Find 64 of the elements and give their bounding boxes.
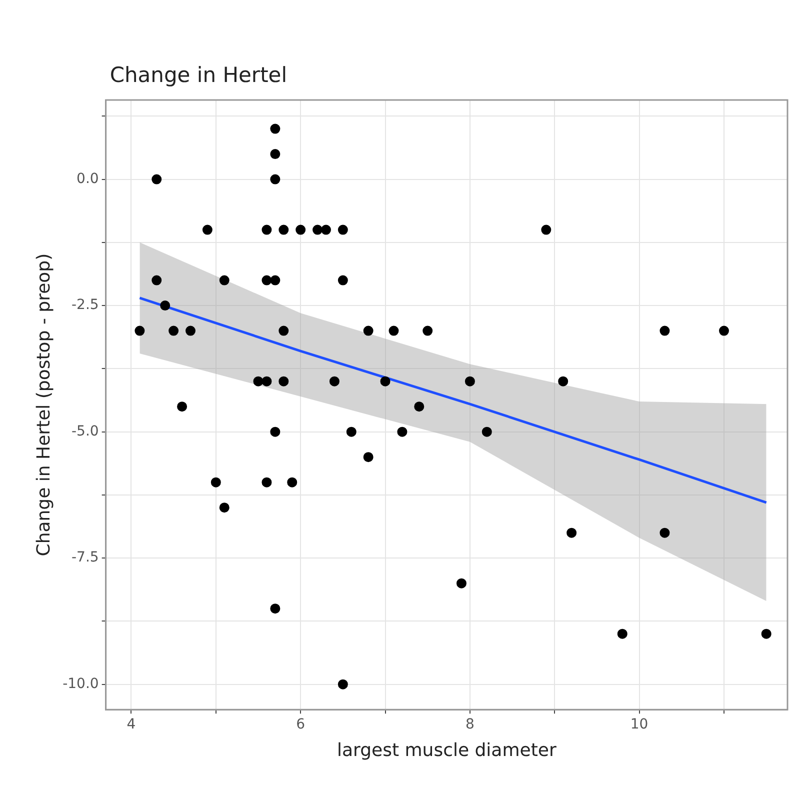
- point: [253, 376, 264, 386]
- x-tick-label: 6: [296, 716, 306, 733]
- point: [617, 628, 628, 639]
- point: [660, 528, 670, 538]
- point: [464, 376, 475, 386]
- point: [202, 224, 212, 235]
- point: [270, 124, 280, 134]
- point: [414, 402, 424, 412]
- point: [186, 326, 196, 336]
- point: [338, 679, 348, 690]
- point: [338, 275, 348, 286]
- point: [262, 275, 272, 286]
- point: [338, 224, 348, 235]
- point: [456, 578, 466, 588]
- point: [270, 149, 280, 160]
- point: [210, 477, 221, 488]
- x-tick-label: 4: [126, 716, 136, 733]
- point: [152, 275, 162, 286]
- point: [320, 224, 331, 235]
- y-axis-title: Change in Hertel (postop - preop): [33, 253, 54, 556]
- point: [660, 326, 670, 336]
- point: [270, 275, 280, 286]
- point: [312, 224, 323, 235]
- point: [482, 426, 492, 437]
- point: [380, 376, 390, 386]
- point: [541, 224, 552, 235]
- point: [718, 326, 729, 336]
- point: [177, 402, 188, 412]
- point: [160, 300, 170, 311]
- point: [270, 426, 280, 437]
- y-tick-label: -5.0: [71, 423, 99, 440]
- x-tick-label: 10: [630, 716, 648, 733]
- point: [346, 426, 356, 437]
- y-tick-label: 0.0: [76, 170, 99, 187]
- point: [278, 376, 289, 386]
- y-tick-label: -10.0: [62, 676, 99, 692]
- x-tick-label: 8: [465, 716, 474, 733]
- point: [262, 477, 272, 488]
- point: [168, 326, 179, 336]
- point: [262, 376, 272, 386]
- point: [134, 326, 145, 336]
- point: [270, 604, 280, 614]
- point: [363, 326, 374, 336]
- point: [262, 224, 272, 235]
- point: [219, 275, 230, 286]
- point: [397, 426, 408, 437]
- point: [278, 224, 289, 235]
- point: [422, 326, 433, 336]
- y-tick-label: -7.5: [71, 550, 99, 566]
- point: [152, 174, 162, 184]
- point: [761, 628, 772, 639]
- point: [329, 376, 340, 386]
- x-axis-title: largest muscle diameter: [336, 740, 557, 761]
- point: [278, 326, 289, 336]
- point: [558, 376, 568, 386]
- point: [219, 502, 230, 513]
- chart-title: Change in Hertel: [110, 63, 288, 87]
- point: [296, 224, 306, 235]
- point: [363, 452, 374, 462]
- point: [270, 174, 280, 184]
- point: [388, 326, 399, 336]
- point: [287, 477, 298, 488]
- y-tick-label: -2.5: [71, 297, 99, 314]
- point: [566, 528, 577, 538]
